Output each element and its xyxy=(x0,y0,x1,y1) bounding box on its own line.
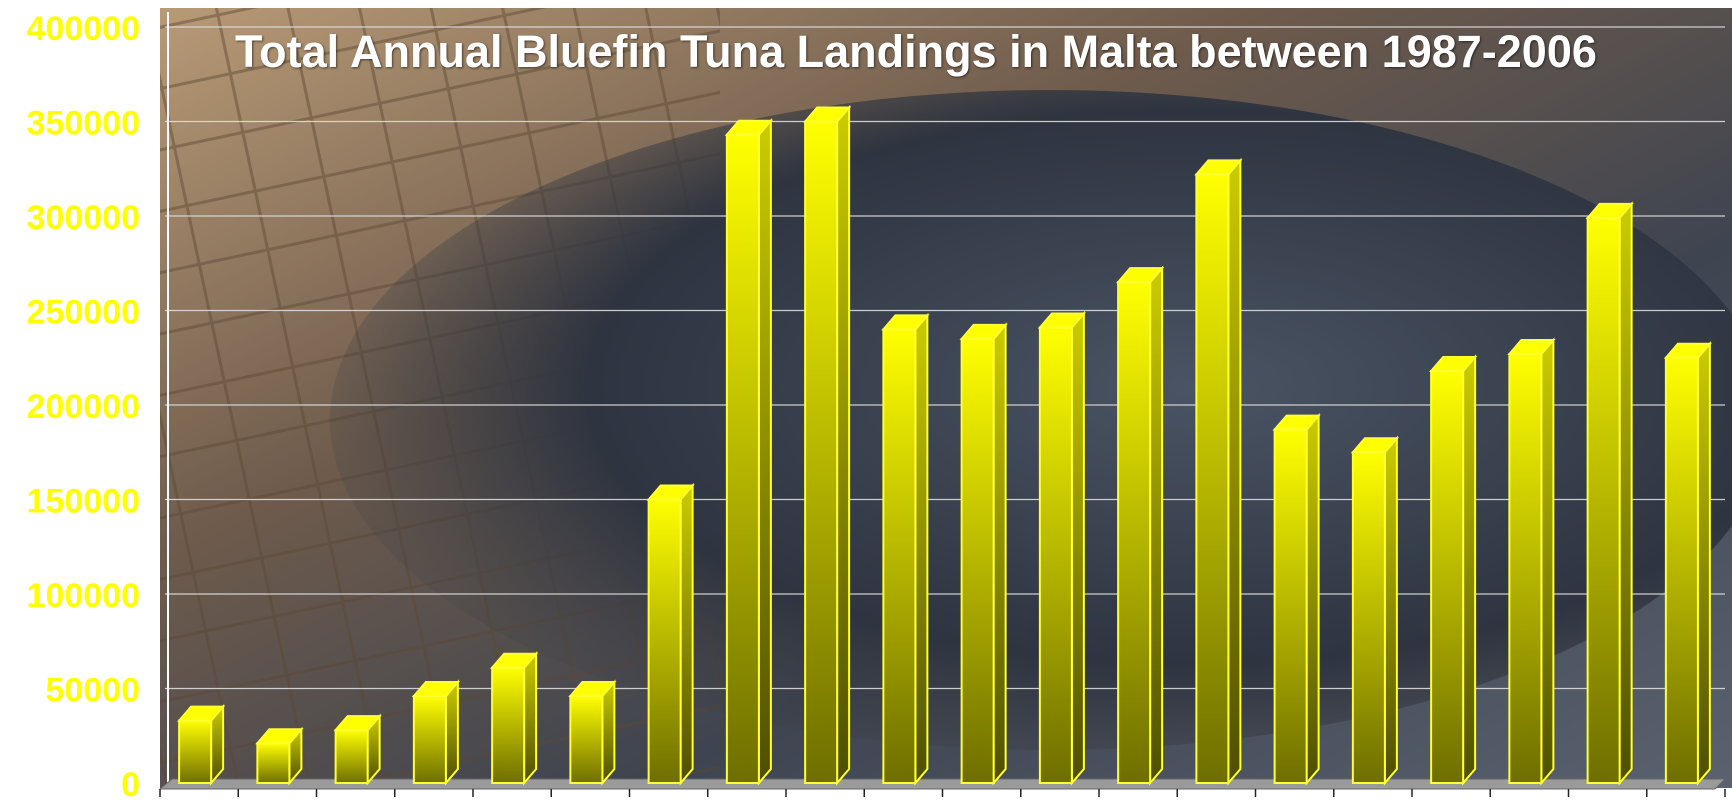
bar-front xyxy=(1664,356,1699,784)
bar xyxy=(1663,341,1713,786)
bar-front xyxy=(1351,451,1386,784)
bar-side xyxy=(757,118,772,786)
y-tick-labels: 0 50000 100000 150000 200000 250000 300000 3500… xyxy=(27,10,140,801)
bar-front xyxy=(647,498,682,784)
bar-front xyxy=(1273,428,1308,784)
bar-side xyxy=(444,679,459,786)
bar xyxy=(1194,157,1243,786)
bar-front xyxy=(1117,281,1152,784)
bar-side xyxy=(601,679,616,786)
y-tick-label: 300000 xyxy=(27,199,140,237)
bar-side xyxy=(523,651,538,786)
y-tick-label: 50000 xyxy=(45,672,140,710)
bar xyxy=(1272,412,1321,786)
bar xyxy=(255,726,304,786)
bar xyxy=(881,312,930,786)
bar xyxy=(1507,337,1556,786)
bar-front xyxy=(178,719,213,785)
bar-side xyxy=(1540,337,1555,786)
bar xyxy=(1037,310,1087,786)
bar-front xyxy=(804,120,839,784)
bar-side xyxy=(1618,201,1633,786)
bar-front xyxy=(334,729,369,785)
bar-side xyxy=(836,104,851,786)
bar xyxy=(1585,201,1634,786)
bar xyxy=(959,322,1008,786)
bar xyxy=(1115,265,1165,786)
y-tick-label: 150000 xyxy=(27,483,140,521)
bar-front xyxy=(491,666,526,785)
bar-side xyxy=(1070,310,1085,786)
bar xyxy=(176,703,226,786)
y-tick-label: 400000 xyxy=(27,10,140,48)
bars xyxy=(176,104,1713,786)
y-tick-label: 200000 xyxy=(27,388,140,426)
bar xyxy=(646,482,695,786)
bar-side xyxy=(1696,341,1711,786)
bar-side xyxy=(1383,435,1398,786)
bar xyxy=(1350,435,1400,786)
bar-side xyxy=(1462,354,1477,786)
bar xyxy=(568,679,617,786)
bar xyxy=(333,713,382,786)
bar-front xyxy=(412,695,447,784)
bar-front xyxy=(882,328,917,784)
bar-side xyxy=(1305,412,1320,786)
bar xyxy=(489,651,539,786)
bar-front xyxy=(1508,352,1543,784)
bar xyxy=(1428,354,1478,786)
bar-front xyxy=(569,695,604,784)
bar-side xyxy=(992,322,1007,786)
y-tick-label: 350000 xyxy=(27,105,140,143)
y-tick-label: 250000 xyxy=(27,294,140,332)
bar-side xyxy=(914,312,929,786)
bar xyxy=(802,104,852,786)
bar-front xyxy=(960,337,995,784)
bar xyxy=(411,679,461,786)
bar-front xyxy=(1586,216,1621,784)
bar-side xyxy=(1149,265,1164,786)
bar xyxy=(724,118,774,786)
bar-front xyxy=(1195,173,1230,785)
bar-side xyxy=(1227,157,1242,786)
chart-title: Total Annual Bluefin Tuna Landings in Ma… xyxy=(235,26,1597,77)
axes xyxy=(158,12,1727,797)
bar-side xyxy=(679,482,694,786)
x-axis-floor xyxy=(158,778,1727,790)
bar-front xyxy=(725,133,760,785)
bar-front xyxy=(1038,326,1073,784)
y-tick-label: 100000 xyxy=(27,577,140,615)
y-tick-label: 0 xyxy=(121,766,140,801)
bar-front xyxy=(256,742,291,784)
background-photo xyxy=(160,8,1732,788)
bar-front xyxy=(1430,369,1465,784)
